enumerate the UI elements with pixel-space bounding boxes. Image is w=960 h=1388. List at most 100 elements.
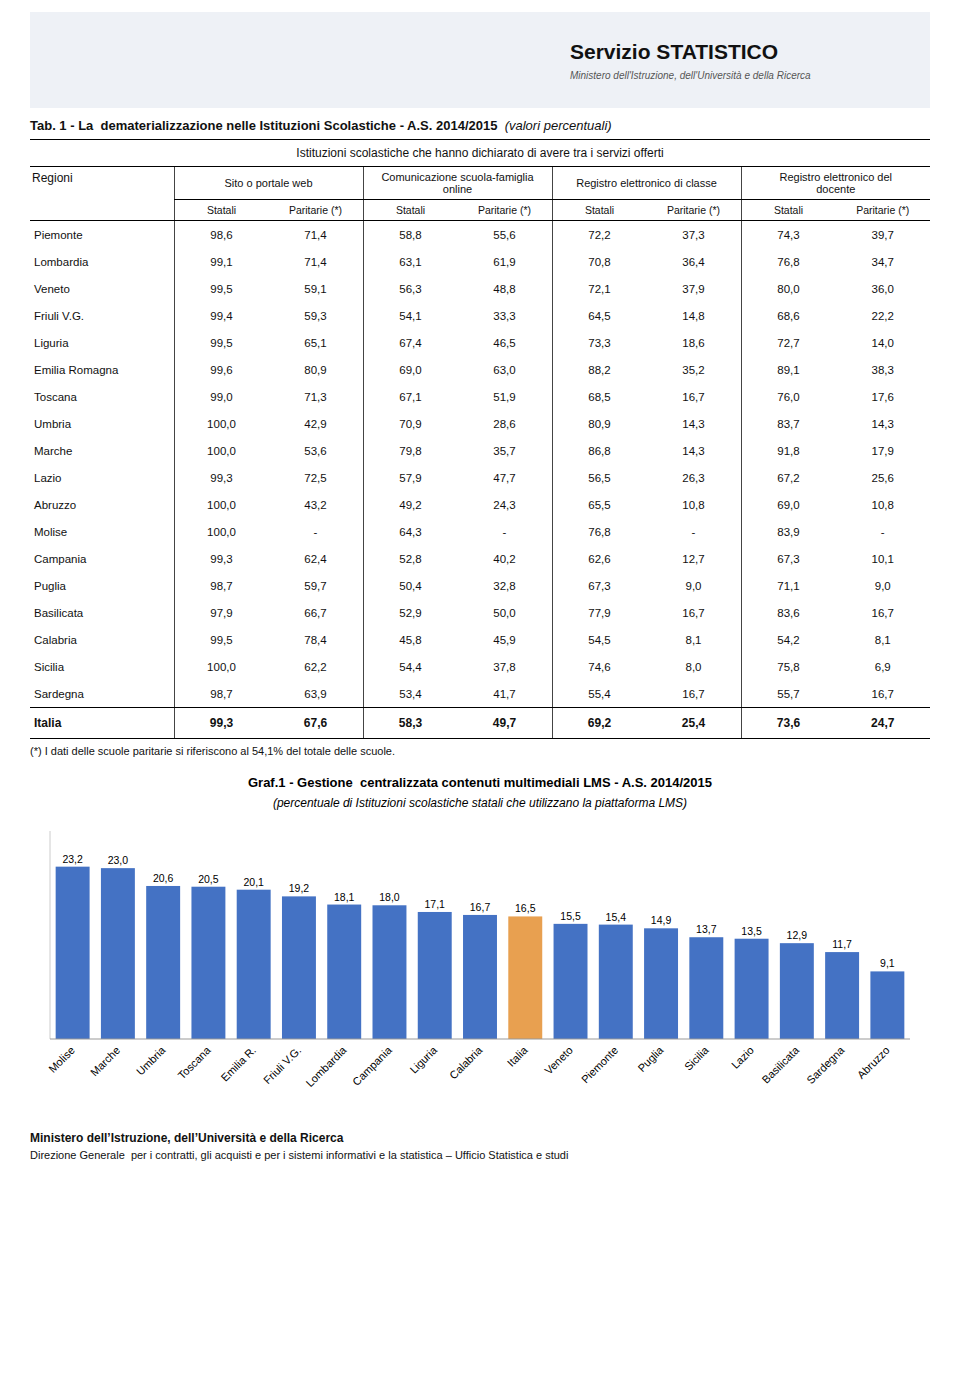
table-value: 46,5: [458, 329, 553, 356]
table-row: Puglia98,759,750,432,867,39,071,19,0: [30, 572, 930, 599]
column-header: Paritarie (*): [647, 200, 742, 221]
table-value: 14,8: [647, 302, 742, 329]
table-subtitle: Istituzioni scolastiche che hanno dichia…: [30, 140, 930, 167]
table-value: 14,3: [836, 410, 931, 437]
total-value: 25,4: [647, 708, 742, 739]
region-name: Lombardia: [30, 248, 174, 275]
data-label: 23,0: [108, 854, 129, 866]
x-tick-label: Puglia: [635, 1043, 666, 1074]
region-name: Emilia Romagna: [30, 356, 174, 383]
table-value: 74,3: [741, 221, 836, 249]
region-name: Abruzzo: [30, 491, 174, 518]
data-table: RegioniSito o portale webComunicazione s…: [30, 167, 930, 739]
table-value: 71,1: [741, 572, 836, 599]
header: Servizio STATISTICOMinistero dell'Istruz…: [30, 12, 930, 108]
table-value: 99,3: [174, 464, 269, 491]
bar: [825, 952, 859, 1039]
total-value: 49,7: [458, 708, 553, 739]
data-label: 16,5: [515, 902, 536, 914]
column-header: Statali: [741, 200, 836, 221]
bar: [870, 971, 904, 1039]
total-value: 24,7: [836, 708, 931, 739]
table-row: Campania99,362,452,840,262,612,767,310,1: [30, 545, 930, 572]
x-tick-label: Liguria: [407, 1043, 439, 1075]
table-value: 35,7: [458, 437, 553, 464]
data-label: 20,6: [153, 872, 174, 884]
x-tick-label: Friuli V.G.: [261, 1044, 303, 1086]
table-value: 78,4: [269, 626, 364, 653]
table-value: 100,0: [174, 410, 269, 437]
x-tick-label: Sicilia: [682, 1043, 711, 1072]
table-value: 99,5: [174, 626, 269, 653]
table-value: 18,6: [647, 329, 742, 356]
table-value: 6,9: [836, 653, 931, 680]
x-tick-label: Emilia R.: [218, 1044, 258, 1084]
table-value: 56,3: [363, 275, 458, 302]
table-value: 62,4: [269, 545, 364, 572]
table-value: 54,1: [363, 302, 458, 329]
table-value: 56,5: [552, 464, 647, 491]
table-value: 72,7: [741, 329, 836, 356]
table-value: 16,7: [647, 680, 742, 708]
row-header: Regioni: [30, 167, 174, 221]
table-value: 63,9: [269, 680, 364, 708]
bar-chart: Graf.1 - Gestione centralizzata contenut…: [30, 771, 930, 1121]
data-label: 15,4: [606, 911, 627, 923]
bar: [282, 896, 316, 1039]
table-value: 98,6: [174, 221, 269, 249]
total-value: 99,3: [174, 708, 269, 739]
table-value: 16,7: [836, 680, 931, 708]
header-title: Servizio STATISTICO: [570, 40, 930, 64]
data-label: 19,2: [289, 882, 310, 894]
table-value: 63,0: [458, 356, 553, 383]
table-value: 62,6: [552, 545, 647, 572]
x-tick-label: Piemonte: [579, 1044, 620, 1085]
bar: [56, 867, 90, 1039]
table-row: Veneto99,559,156,348,872,137,980,036,0: [30, 275, 930, 302]
table-value: 72,5: [269, 464, 364, 491]
x-tick-label: Sardegna: [804, 1043, 847, 1086]
chart-title: Graf.1 - Gestione centralizzata contenut…: [248, 775, 712, 790]
bar: [599, 925, 633, 1039]
data-label: 18,0: [379, 891, 400, 903]
table-value: 71,3: [269, 383, 364, 410]
data-label: 15,5: [560, 910, 581, 922]
data-label: 12,9: [787, 929, 808, 941]
bar: [508, 916, 542, 1039]
table-value: 67,4: [363, 329, 458, 356]
table-value: 26,3: [647, 464, 742, 491]
data-label: 13,7: [696, 923, 717, 935]
bar: [554, 924, 588, 1039]
table-value: 72,2: [552, 221, 647, 249]
table-value: 97,9: [174, 599, 269, 626]
x-tick-label: Abruzzo: [855, 1044, 892, 1081]
table-value: 16,7: [647, 383, 742, 410]
table-value: 41,7: [458, 680, 553, 708]
bar: [735, 939, 769, 1039]
table-row: Piemonte98,671,458,855,672,237,374,339,7: [30, 221, 930, 249]
data-label: 13,5: [741, 925, 762, 937]
table-value: 17,6: [836, 383, 931, 410]
total-value: 73,6: [741, 708, 836, 739]
table-value: 99,1: [174, 248, 269, 275]
table-value: 71,4: [269, 248, 364, 275]
bar: [146, 886, 180, 1039]
region-name: Sardegna: [30, 680, 174, 708]
table-value: 28,6: [458, 410, 553, 437]
bar: [101, 868, 135, 1039]
table-value: 35,2: [647, 356, 742, 383]
table-row: Friuli V.G.99,459,354,133,364,514,868,62…: [30, 302, 930, 329]
x-tick-label: Molise: [46, 1044, 77, 1075]
header-row: RegioniSito o portale webComunicazione s…: [30, 167, 930, 200]
table-value: 69,0: [363, 356, 458, 383]
table-value: 67,1: [363, 383, 458, 410]
table-value: 63,1: [363, 248, 458, 275]
table-value: 33,3: [458, 302, 553, 329]
table-value: 8,1: [836, 626, 931, 653]
table-value: 83,7: [741, 410, 836, 437]
table-value: -: [647, 518, 742, 545]
table-value: 62,2: [269, 653, 364, 680]
table-value: 59,3: [269, 302, 364, 329]
table-value: 24,3: [458, 491, 553, 518]
bar: [191, 887, 225, 1039]
